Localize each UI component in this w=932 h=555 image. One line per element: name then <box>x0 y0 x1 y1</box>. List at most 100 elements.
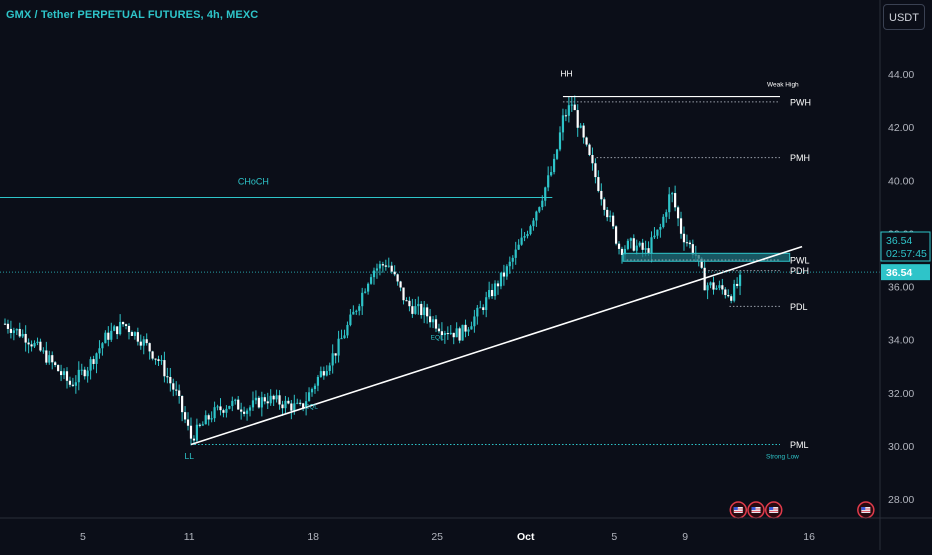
candle-body <box>547 175 550 188</box>
candle-body <box>405 300 408 302</box>
candle-body <box>662 216 665 228</box>
candle-body <box>682 233 686 243</box>
candle-body <box>62 371 66 376</box>
candle-body <box>12 330 15 333</box>
candle-body <box>458 328 461 341</box>
candle-body <box>245 410 249 414</box>
candle-body <box>514 249 517 258</box>
candle-body <box>455 328 458 338</box>
candle-body <box>431 319 435 323</box>
candle-body <box>390 265 393 272</box>
annotation-hh: HH <box>560 69 572 79</box>
candle-body <box>127 325 131 333</box>
candle-body <box>343 335 346 339</box>
candle-body <box>464 324 467 332</box>
candle-body <box>30 344 33 347</box>
candle-body <box>113 326 116 331</box>
candle-body <box>39 341 42 351</box>
candle-body <box>676 207 680 219</box>
candle-body <box>709 282 712 286</box>
candle-body <box>612 215 615 227</box>
candle-body <box>609 215 612 218</box>
candle-body <box>499 272 503 287</box>
candle-body <box>45 350 48 363</box>
candle-body <box>349 314 352 325</box>
candle-body <box>51 355 54 363</box>
candle-body <box>449 332 452 335</box>
candle-body <box>426 307 429 317</box>
candle-body <box>80 369 83 371</box>
candle-body <box>254 397 258 401</box>
candle-body <box>48 355 51 363</box>
candle-body <box>517 244 520 250</box>
candle-body <box>470 326 473 330</box>
flag-icon <box>769 507 779 513</box>
candle-body <box>476 307 479 317</box>
candle-body <box>408 300 411 307</box>
candle-body <box>411 306 414 314</box>
candle-body <box>328 365 331 372</box>
candle-body <box>307 392 311 402</box>
candle-body <box>110 330 113 340</box>
candle-body <box>260 397 263 408</box>
candle-body <box>443 333 446 336</box>
candle-body <box>313 385 317 389</box>
candle-body <box>92 359 95 364</box>
flag-canton <box>769 507 774 510</box>
candle-body <box>74 382 77 386</box>
candle-body <box>269 395 272 404</box>
candle-body <box>33 342 36 347</box>
candle-body <box>582 125 585 138</box>
currency-button[interactable]: USDT <box>883 4 925 30</box>
candle-body <box>204 415 207 425</box>
candle-body <box>727 295 730 297</box>
candle-body <box>452 332 455 338</box>
candle-body <box>550 172 553 176</box>
level-label-pwl: PWL <box>790 255 810 265</box>
price-tick-label: 42.00 <box>888 122 914 134</box>
candle-body <box>529 226 532 235</box>
time-tick-label: Oct <box>517 531 535 543</box>
candle-body <box>355 310 358 312</box>
candle-body <box>505 266 508 277</box>
candle-body <box>585 137 588 145</box>
candle-body <box>293 403 296 411</box>
candle-body <box>523 236 526 238</box>
candle-body <box>674 193 677 208</box>
candle-body <box>57 365 60 372</box>
candle-body <box>296 402 299 404</box>
candle-body <box>414 306 417 314</box>
candle-body <box>337 338 340 356</box>
candle-body <box>319 371 322 377</box>
level-label-pwh: PWH <box>790 97 811 107</box>
candle-body <box>502 272 506 277</box>
candle-body <box>210 418 213 420</box>
candle-body <box>384 265 387 267</box>
candle-body <box>183 412 187 420</box>
candle-body <box>136 332 139 342</box>
candle-body <box>222 410 225 413</box>
candle-body <box>603 199 606 210</box>
candle-body <box>98 348 101 354</box>
candle-body <box>372 270 376 278</box>
price-tick-label: 36.00 <box>888 282 914 294</box>
level-label-pdh: PDH <box>790 266 809 276</box>
candle-body <box>207 415 210 420</box>
candle-body <box>352 311 355 315</box>
candle-body <box>305 401 308 408</box>
candle-body <box>169 377 172 384</box>
flag-canton <box>751 507 756 510</box>
candle-body <box>77 369 80 383</box>
annotation-eql: EQL <box>431 335 444 342</box>
time-tick-label: 25 <box>431 531 443 543</box>
candle-body <box>334 353 337 356</box>
candle-body <box>591 155 594 164</box>
candle-body <box>192 438 196 441</box>
candle-body <box>154 358 157 360</box>
candle-body <box>172 383 175 390</box>
candle-body <box>644 248 647 250</box>
candle-body <box>287 400 290 404</box>
order-block-zone <box>622 252 791 262</box>
